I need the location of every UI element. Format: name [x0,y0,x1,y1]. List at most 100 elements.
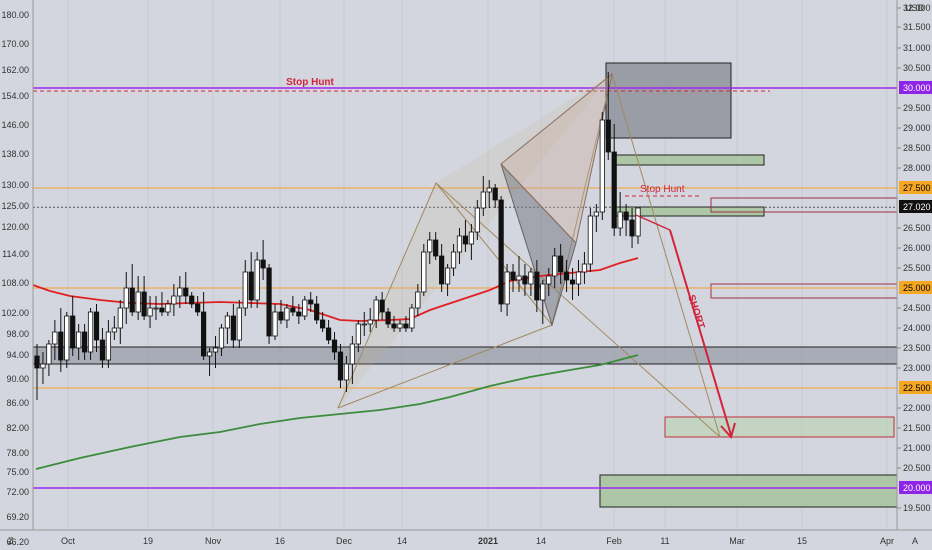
candle[interactable] [189,292,195,308]
candle[interactable] [111,316,117,340]
candle[interactable] [343,356,350,392]
candle[interactable] [385,308,391,328]
candle[interactable] [82,324,88,360]
candle[interactable] [64,312,70,368]
candle[interactable] [415,284,421,316]
candle[interactable] [254,252,260,308]
candle[interactable] [504,264,510,316]
candle[interactable] [587,208,593,272]
candle[interactable] [379,292,385,320]
candle[interactable] [34,344,40,400]
candle[interactable] [296,304,302,324]
candle[interactable] [391,316,397,332]
candle[interactable] [331,332,338,360]
candle[interactable] [314,296,320,324]
candle[interactable] [147,296,153,328]
candle[interactable] [563,260,570,292]
candle[interactable] [93,304,100,352]
candle[interactable] [575,260,582,296]
candle[interactable] [302,296,308,320]
candle[interactable] [349,336,355,384]
candle[interactable] [522,264,528,296]
auto-scale-button[interactable]: A [912,536,918,546]
candle[interactable] [284,304,290,328]
candle[interactable] [456,228,463,264]
candle[interactable] [76,324,82,360]
candle[interactable] [52,320,58,360]
candle[interactable] [433,232,439,260]
candle[interactable] [581,252,588,284]
candle[interactable] [474,200,480,240]
candle[interactable] [320,312,326,332]
candle[interactable] [325,320,332,344]
candle[interactable] [546,268,552,296]
candle[interactable] [444,264,451,296]
candle[interactable] [308,292,314,312]
candle[interactable] [528,268,534,296]
candle[interactable] [260,240,266,280]
candle[interactable] [230,304,236,348]
candle[interactable] [534,260,540,312]
candle[interactable] [450,244,457,276]
candle[interactable] [201,292,207,360]
candle[interactable] [593,204,599,232]
candle[interactable] [195,296,201,316]
candle[interactable] [462,220,469,252]
candle[interactable] [206,348,213,376]
candle[interactable] [117,300,123,344]
left-price-axis[interactable]: 180.00 170.00 162.00 154.00 146.00 138.00 130.… [1,0,34,547]
candle[interactable] [599,112,605,220]
candle[interactable] [278,300,284,324]
candle[interactable] [129,264,135,316]
candle[interactable] [510,264,516,292]
candle[interactable] [492,184,498,208]
time-axis[interactable]: Z A Oct 19 Nov 16 Dec 14 2021 14 Feb 11 Mar 15 Apr [0,529,932,546]
candle[interactable] [159,292,165,316]
candle[interactable] [617,192,623,236]
candle[interactable] [105,320,112,368]
candle[interactable] [123,272,129,324]
candle[interactable] [468,224,474,260]
candle[interactable] [569,268,576,300]
candle[interactable] [623,204,629,236]
candle[interactable] [373,296,379,328]
candle[interactable] [427,232,433,264]
candle[interactable] [87,308,94,360]
candle[interactable] [40,352,46,384]
candle[interactable] [558,244,564,284]
candle[interactable] [58,308,64,372]
candle[interactable] [403,316,409,332]
candle[interactable] [409,304,415,332]
candle[interactable] [165,300,171,316]
candle[interactable] [421,244,427,296]
candle[interactable] [290,296,296,316]
z-button[interactable]: Z [8,536,14,546]
candle[interactable] [135,276,141,320]
candle[interactable] [272,304,278,340]
candle[interactable] [516,256,522,292]
candle[interactable] [224,312,231,344]
candle[interactable] [248,252,254,308]
candle[interactable] [171,284,177,316]
candle[interactable] [439,244,445,292]
candle[interactable] [242,260,248,316]
candle[interactable] [361,312,367,336]
candle[interactable] [236,300,242,348]
candle[interactable] [70,296,76,356]
candle[interactable] [177,276,183,308]
right-price-axis[interactable]: USD 32.000 31.500 31.000 30.500 30.000 29.500… [896,0,932,550]
candle[interactable] [153,296,159,320]
candle[interactable] [480,176,486,216]
candle[interactable] [99,328,106,368]
candle[interactable] [605,72,611,160]
candle[interactable] [498,196,504,312]
candle[interactable] [397,320,403,332]
candle[interactable] [540,280,546,324]
candle[interactable] [218,324,225,356]
candle[interactable] [212,336,219,368]
candle[interactable] [486,180,492,208]
candle[interactable] [266,264,272,344]
candle[interactable] [337,344,344,388]
